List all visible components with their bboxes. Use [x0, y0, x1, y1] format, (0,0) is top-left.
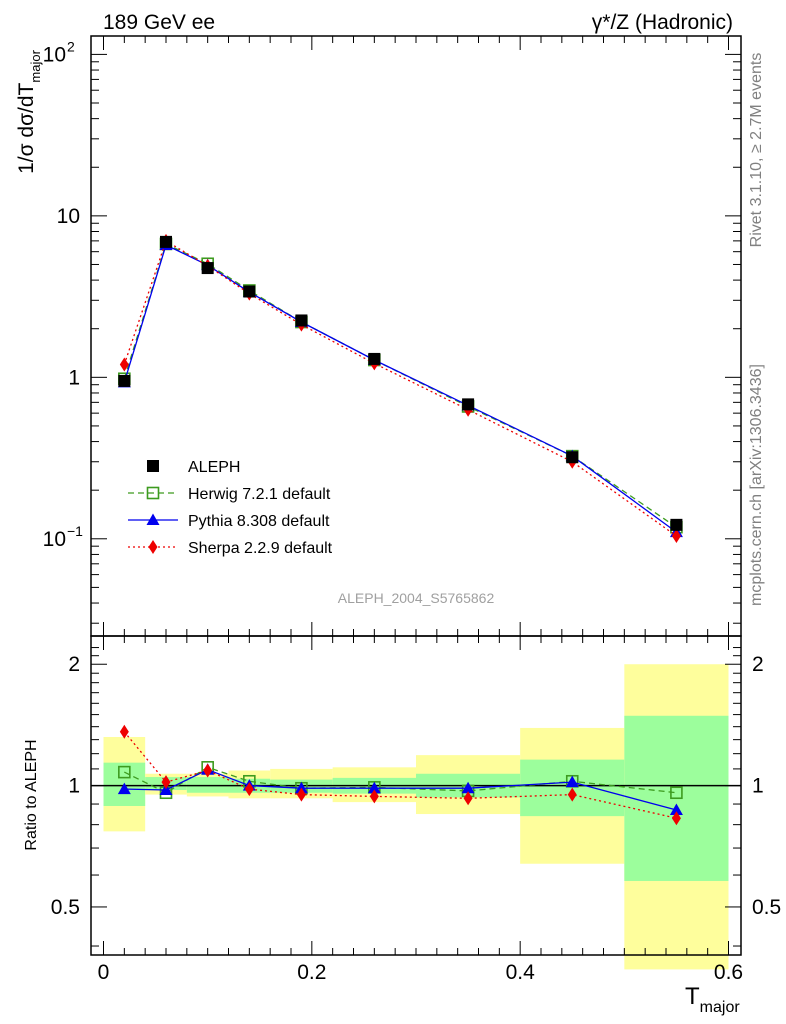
sherpa-ratio-point: [463, 791, 473, 806]
pythia-ratio-point: [461, 781, 475, 794]
sherpa-ratio-point: [203, 763, 213, 778]
ratio-y-tick-label-right: 2: [752, 653, 764, 676]
pythia-ratio-point: [367, 781, 381, 794]
herwig-ratio-point: [670, 786, 683, 800]
watermark: ALEPH_2004_S5765862: [338, 590, 495, 606]
herwig-line: [123, 242, 677, 528]
x-tick-label: 0.4: [506, 961, 536, 984]
rivet-label: Rivet 3.1.10, ≥ 2.7M events: [748, 53, 765, 248]
y-tick-label: 1: [68, 366, 80, 389]
main-ylabel: 1/σ dσ/dTmajor: [15, 49, 43, 173]
x-tick-label: 0.6: [714, 961, 743, 984]
pythia-ratio-point: [669, 803, 683, 815]
legend-marker-sherpa: [148, 540, 158, 554]
ratio-y-tick-label: 1: [68, 775, 80, 798]
header-right: γ*/Z (Hadronic): [592, 11, 733, 34]
sherpa-point: [119, 357, 129, 372]
sherpa-ratio-point: [671, 811, 681, 826]
ratio-ylabel: Ratio to ALEPH: [23, 739, 40, 850]
ratio-y-tick-label-right: 1: [752, 775, 764, 798]
aleph-point: [295, 314, 308, 327]
herwig-ratio-point: [118, 765, 131, 779]
xlabel: Tmajor: [685, 983, 740, 1016]
pythia-ratio-point: [117, 782, 131, 795]
y-tick-label: 10: [43, 43, 66, 66]
legend-marker-aleph: [147, 460, 159, 472]
ratio-y-tick-label: 0.5: [51, 896, 80, 919]
main-ylabel-sub: major: [28, 49, 43, 82]
ratio-plot: 0 0.2 0.4 0.6 0.5 0.5 1 1 2 2: [51, 36, 781, 984]
sherpa-ratio-point: [244, 782, 254, 797]
pythia-ratio-point: [294, 781, 308, 794]
aleph-point: [462, 398, 475, 411]
aleph-point: [368, 352, 381, 365]
aleph-point: [118, 374, 131, 387]
legend-marker-herwig: [146, 486, 160, 500]
pythia-ratio-point: [565, 775, 579, 788]
x-tick-label: 0: [98, 961, 110, 984]
sherpa-ratio-point: [161, 775, 171, 790]
pythia-ratio-point: [159, 783, 173, 796]
xlabel-main: T: [685, 983, 700, 1010]
aleph-point: [566, 451, 579, 464]
aleph-point: [670, 518, 683, 531]
main-ylabel-text: 1/σ dσ/dT: [15, 82, 38, 173]
aleph-point: [201, 262, 214, 275]
y-tick-label: 10: [43, 528, 66, 551]
sherpa-line: [123, 239, 677, 537]
y-tick-label: 10: [57, 205, 80, 228]
header-left: 189 GeV ee: [103, 11, 215, 34]
sherpa-ratio-point: [296, 787, 306, 802]
legend-label-aleph: ALEPH: [188, 459, 240, 476]
sherpa-point: [671, 529, 681, 544]
legend: ALEPH Herwig 7.2.1 default Pythia 8.308 de…: [128, 459, 333, 557]
legend-label-herwig: Herwig 7.2.1 default: [188, 486, 331, 503]
legend-label-pythia: Pythia 8.308 default: [188, 513, 330, 530]
sherpa-ratio-point: [369, 789, 379, 804]
ratio-y-tick-label-right: 0.5: [752, 896, 781, 919]
mcplots-label: mcplots.cern.ch [arXiv:1306.3436]: [748, 364, 765, 606]
legend-marker-pythia: [146, 513, 160, 525]
x-tick-label: 0.2: [297, 961, 326, 984]
ratio-y-tick-label: 2: [68, 653, 80, 676]
xlabel-sub: major: [700, 999, 741, 1016]
sherpa-ratio-point: [119, 724, 129, 739]
aleph-point: [160, 235, 172, 248]
y-tick-exponent: −1: [67, 523, 83, 539]
sherpa-ratio-point: [567, 787, 577, 802]
aleph-point: [243, 285, 256, 298]
legend-label-sherpa: Sherpa 2.2.9 default: [188, 540, 333, 557]
y-tick-exponent: 2: [67, 38, 75, 54]
